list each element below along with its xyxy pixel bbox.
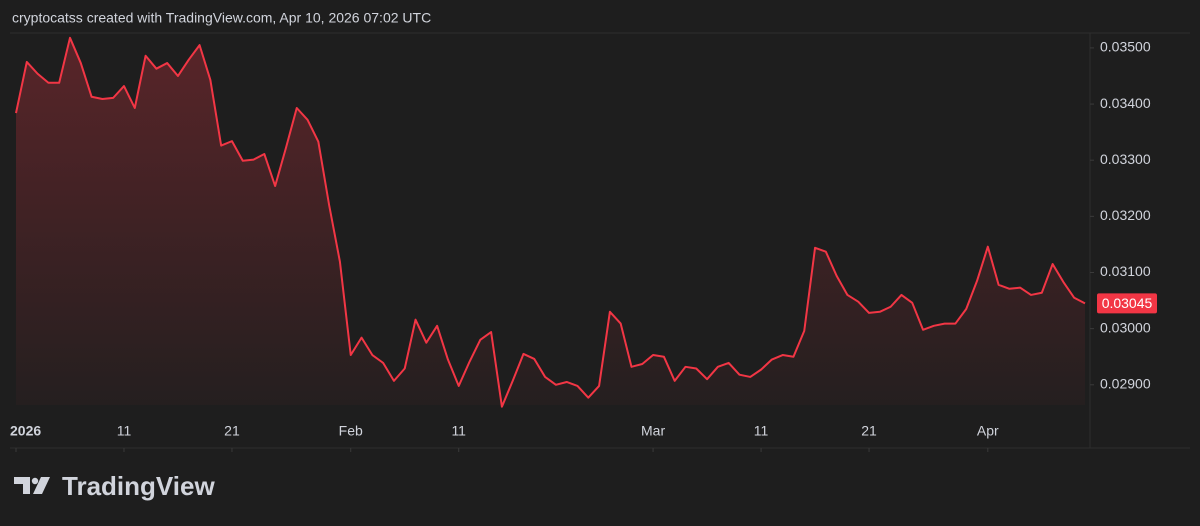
- y-tick-label: 0.03000: [1100, 319, 1151, 335]
- x-tick-label: 21: [224, 423, 240, 439]
- y-tick-label: 0.02900: [1100, 375, 1151, 391]
- x-tick-label: Mar: [641, 423, 665, 439]
- plot: 0.02900 0.03000 0.03100 0.03200 0.03300 0.034…: [10, 36, 1157, 452]
- x-tick-label: 21: [861, 423, 877, 439]
- y-tick-label: 0.03400: [1100, 95, 1151, 111]
- y-tick-label: 0.03100: [1100, 263, 1151, 279]
- area: [16, 37, 1085, 407]
- x-tick-label: 2026: [10, 423, 41, 439]
- x-tick-label: 11: [451, 423, 466, 439]
- y-tick-label: 0.03300: [1100, 151, 1151, 167]
- logo-slash: [33, 477, 50, 494]
- logo-mark: [14, 477, 30, 494]
- y-tick-label: 0.03200: [1100, 207, 1151, 223]
- x-tick-label: 11: [754, 423, 769, 439]
- x-tick-label: 11: [117, 423, 132, 439]
- y-tick-label: 0.03500: [1100, 39, 1151, 55]
- x-tick-label: Feb: [339, 423, 363, 439]
- price-line: [15, 36, 1086, 408]
- x-tick-label: Apr: [977, 423, 999, 439]
- last-price-tag: [1097, 293, 1157, 314]
- caption: cryptocatss created with TradingView.com…: [12, 10, 431, 26]
- last-price-label: 0.03045: [1102, 295, 1153, 311]
- brand: TradingView: [62, 471, 215, 501]
- logo: [14, 477, 50, 494]
- logo-dot: [31, 477, 39, 485]
